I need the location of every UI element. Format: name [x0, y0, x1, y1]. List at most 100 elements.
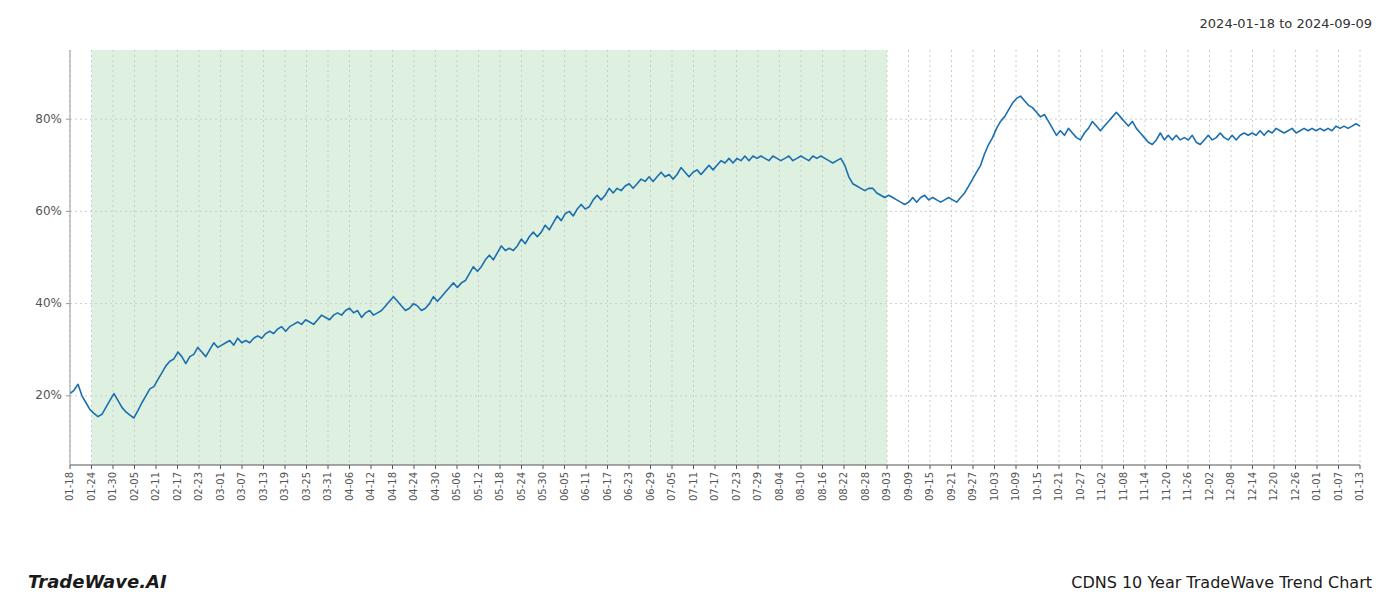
x-tick-label: 01-18: [64, 472, 75, 501]
x-tick: [951, 465, 952, 469]
x-grid-line: [1080, 50, 1081, 465]
x-grid-line: [1059, 50, 1060, 465]
chart-container: 20%40%60%80%01-1801-2401-3002-0502-1102-…: [0, 0, 1400, 600]
x-tick: [521, 465, 522, 469]
x-tick-label: 07-05: [666, 472, 677, 501]
x-grid-line: [586, 50, 587, 465]
x-tick-label: 02-11: [150, 472, 161, 501]
x-tick: [1295, 465, 1296, 469]
x-tick-label: 12-14: [1247, 472, 1258, 501]
x-tick-label: 01-01: [1311, 472, 1322, 501]
x-grid-line: [650, 50, 651, 465]
x-tick-label: 09-27: [967, 472, 978, 501]
y-grid-line: [70, 119, 1360, 120]
x-tick: [91, 465, 92, 469]
x-tick-label: 11-20: [1161, 472, 1172, 501]
x-grid-line: [887, 50, 888, 465]
x-tick: [930, 465, 931, 469]
x-tick: [435, 465, 436, 469]
x-tick: [758, 465, 759, 469]
y-axis-line: [70, 50, 71, 465]
y-tick: [66, 303, 70, 304]
x-tick-label: 06-05: [559, 472, 570, 501]
x-tick-label: 03-25: [301, 472, 312, 501]
x-grid-line: [951, 50, 952, 465]
x-tick: [349, 465, 350, 469]
background: [0, 0, 1400, 600]
x-tick-label: 10-27: [1075, 472, 1086, 501]
x-tick: [693, 465, 694, 469]
x-tick: [1231, 465, 1232, 469]
x-tick: [1145, 465, 1146, 469]
x-tick: [220, 465, 221, 469]
x-grid-line: [822, 50, 823, 465]
x-tick-label: 10-09: [1010, 472, 1021, 501]
x-tick: [1059, 465, 1060, 469]
x-tick: [715, 465, 716, 469]
y-tick-label: 40%: [35, 296, 62, 310]
x-tick-label: 06-11: [580, 472, 591, 501]
x-tick-label: 10-15: [1032, 472, 1043, 501]
x-tick-label: 08-28: [860, 472, 871, 501]
x-grid-line: [306, 50, 307, 465]
x-tick-label: 11-26: [1182, 472, 1193, 501]
x-tick-label: 04-12: [365, 472, 376, 501]
x-tick: [650, 465, 651, 469]
x-grid-line: [91, 50, 92, 465]
x-tick: [844, 465, 845, 469]
x-tick: [70, 465, 71, 469]
x-tick-label: 02-17: [172, 472, 183, 501]
x-tick-label: 09-21: [946, 472, 957, 501]
x-grid-line: [177, 50, 178, 465]
x-tick-label: 01-13: [1354, 472, 1365, 501]
x-tick-label: 09-15: [924, 472, 935, 501]
x-tick-label: 03-13: [258, 472, 269, 501]
x-grid-line: [1188, 50, 1189, 465]
x-grid-line: [801, 50, 802, 465]
trend-line: [70, 96, 1360, 418]
y-tick: [66, 119, 70, 120]
x-tick-label: 12-08: [1225, 472, 1236, 501]
x-tick: [607, 465, 608, 469]
x-grid-line: [865, 50, 866, 465]
x-tick-label: 03-31: [322, 472, 333, 501]
x-tick-label: 04-18: [387, 472, 398, 501]
x-grid-line: [543, 50, 544, 465]
x-tick-label: 03-07: [236, 472, 247, 501]
x-grid-line: [113, 50, 114, 465]
x-grid-line: [844, 50, 845, 465]
x-tick: [973, 465, 974, 469]
x-grid-line: [908, 50, 909, 465]
x-tick: [371, 465, 372, 469]
x-tick-label: 05-06: [451, 472, 462, 501]
x-grid-line: [70, 50, 71, 465]
x-grid-line: [672, 50, 673, 465]
x-tick: [1037, 465, 1038, 469]
x-grid-line: [736, 50, 737, 465]
x-grid-line: [328, 50, 329, 465]
x-grid-line: [1274, 50, 1275, 465]
x-tick-label: 02-05: [129, 472, 140, 501]
grid: [70, 50, 1360, 465]
subtitle: 2024-01-18 to 2024-09-09: [1200, 16, 1372, 31]
x-grid-line: [715, 50, 716, 465]
x-tick-label: 11-02: [1096, 472, 1107, 501]
x-tick: [1080, 465, 1081, 469]
x-tick: [242, 465, 243, 469]
x-grid-line: [371, 50, 372, 465]
x-tick: [306, 465, 307, 469]
x-grid-line: [1231, 50, 1232, 465]
x-tick: [199, 465, 200, 469]
x-tick: [1102, 465, 1103, 469]
shaded-span: [92, 50, 888, 465]
x-tick: [328, 465, 329, 469]
x-grid-line: [392, 50, 393, 465]
x-tick-label: 04-06: [344, 472, 355, 501]
x-tick-label: 12-02: [1204, 472, 1215, 501]
x-tick: [263, 465, 264, 469]
x-tick-label: 10-03: [989, 472, 1000, 501]
x-tick: [994, 465, 995, 469]
x-tick: [285, 465, 286, 469]
x-tick-label: 08-10: [795, 472, 806, 501]
y-grid-line: [70, 303, 1360, 304]
